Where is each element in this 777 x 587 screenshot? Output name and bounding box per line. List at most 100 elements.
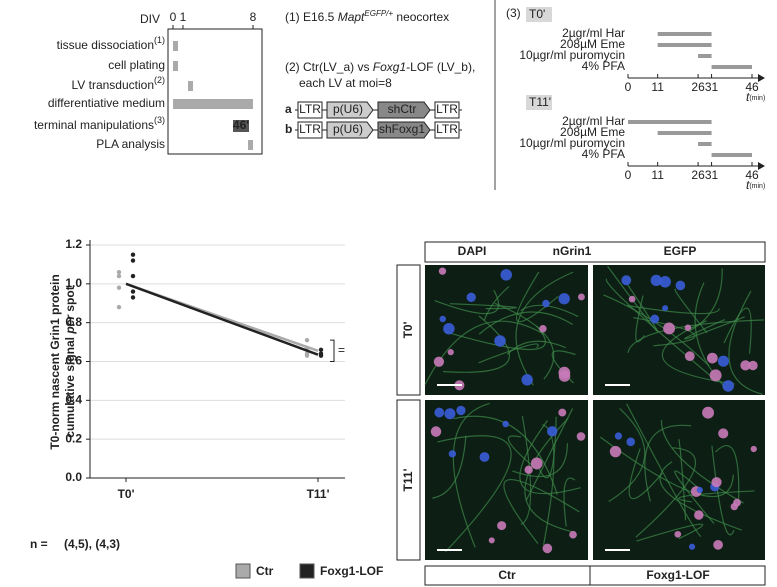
channel-label: nGrin1 bbox=[553, 244, 592, 258]
cell bbox=[456, 405, 466, 416]
y-label-line: spot bbox=[63, 286, 77, 315]
timeline-bar bbox=[698, 142, 712, 146]
legend-label: Foxg1-LOF bbox=[320, 564, 383, 578]
cell bbox=[709, 369, 722, 382]
note: (2) Ctr(LV_a) vs Foxg1-LOF (LV_b), bbox=[285, 60, 475, 74]
cell bbox=[609, 445, 622, 458]
cell bbox=[494, 335, 506, 347]
timeline-name: T0' bbox=[529, 7, 545, 21]
row-label: 10µgr/ml puromycin bbox=[519, 48, 625, 62]
cell bbox=[558, 408, 567, 417]
timeline-tag-bg bbox=[526, 95, 552, 110]
cell bbox=[621, 275, 632, 286]
neurite bbox=[515, 271, 559, 323]
n-label: n = bbox=[30, 537, 48, 551]
data-point bbox=[116, 269, 122, 275]
cell bbox=[542, 299, 550, 308]
row-text: differentiative medium bbox=[48, 96, 165, 110]
column-label: Ctr bbox=[498, 568, 516, 582]
note-text: (1) E16.5 bbox=[285, 10, 338, 24]
timeline-bar bbox=[657, 32, 712, 36]
channel-label: DAPI bbox=[458, 244, 487, 258]
legend-label: Ctr bbox=[256, 564, 274, 578]
note: each LV at moi=8 bbox=[299, 76, 392, 90]
panel-label: (3) bbox=[506, 6, 521, 20]
construct-label: shCtr bbox=[388, 102, 417, 116]
row-label: 4% PFA bbox=[582, 147, 625, 161]
bracket bbox=[330, 339, 335, 362]
x-tick-label: 0 bbox=[625, 80, 632, 94]
cell bbox=[717, 355, 729, 367]
construct-element bbox=[297, 121, 323, 139]
row-label: T0' bbox=[401, 321, 415, 338]
timeline-name: T11' bbox=[529, 95, 551, 109]
cell bbox=[576, 432, 586, 441]
cell bbox=[684, 324, 692, 331]
neurite bbox=[661, 320, 735, 385]
neurite bbox=[515, 271, 574, 386]
x-tick-label: T0' bbox=[118, 487, 135, 501]
y-tick-label: 0.0 bbox=[65, 470, 82, 484]
note-text: -LOF (LV_b), bbox=[406, 60, 475, 74]
y-label-line: T0-norm nascent Grin1 protein bbox=[48, 274, 62, 449]
neurite bbox=[494, 302, 555, 380]
cell bbox=[447, 349, 454, 356]
column-label: Foxg1-LOF bbox=[646, 568, 709, 582]
cell bbox=[722, 380, 734, 392]
n-values: (4,5), (4,3) bbox=[64, 537, 120, 551]
neurite bbox=[443, 315, 511, 373]
data-point bbox=[304, 353, 310, 358]
row-label: 208µM Eme bbox=[560, 125, 625, 139]
timeline-bar bbox=[657, 131, 712, 135]
row-label-box bbox=[396, 264, 421, 396]
note: (1) E16.5 MaptEGFP/+ neocortex bbox=[285, 9, 449, 25]
cell bbox=[569, 530, 577, 539]
neurite bbox=[444, 325, 546, 351]
cell bbox=[497, 521, 507, 531]
axis-unit: t(min) bbox=[746, 90, 765, 104]
legend-swatch bbox=[235, 563, 251, 579]
construct-id: a bbox=[285, 102, 292, 116]
x-tick-label: 0 bbox=[625, 168, 632, 182]
construct-label: LTR bbox=[299, 102, 321, 116]
annotation: = bbox=[338, 343, 345, 357]
neurite bbox=[689, 268, 723, 332]
neurite bbox=[644, 424, 692, 502]
cell bbox=[443, 322, 455, 335]
cell bbox=[688, 543, 696, 550]
cell bbox=[650, 274, 662, 286]
cell bbox=[750, 445, 757, 453]
neurite bbox=[678, 490, 755, 503]
y-label-line: cumulative signal bbox=[63, 334, 77, 438]
neurite bbox=[628, 448, 663, 500]
cell bbox=[713, 539, 723, 550]
x-tick-label: 8 bbox=[250, 10, 257, 24]
neurite bbox=[478, 343, 539, 364]
timeline-bar bbox=[628, 120, 712, 124]
cell bbox=[438, 267, 447, 275]
cell bbox=[521, 374, 533, 386]
x-tick-label: 0 bbox=[170, 10, 177, 24]
row-label: PLA analysis bbox=[96, 137, 165, 151]
axis-arrow bbox=[758, 74, 765, 82]
row-label: cell plating bbox=[108, 58, 165, 72]
cell bbox=[659, 276, 671, 288]
cell bbox=[434, 407, 445, 418]
data-point bbox=[130, 273, 136, 279]
unit: t bbox=[746, 178, 750, 192]
cell bbox=[448, 450, 457, 458]
row-label: 4% PFA bbox=[582, 59, 625, 73]
x-tick-label: 1 bbox=[180, 10, 187, 24]
axis-label: DIV bbox=[140, 12, 160, 26]
row-label: 10µgr/ml puromycin bbox=[519, 136, 625, 150]
cell bbox=[439, 315, 446, 323]
cell bbox=[542, 543, 553, 554]
cell bbox=[711, 477, 722, 488]
y-axis-label: T0-norm nascent Grin1 proteincumulative … bbox=[48, 274, 77, 449]
superscript: (2) bbox=[154, 75, 165, 85]
y-tick-label: 0.2 bbox=[65, 431, 82, 445]
cell bbox=[694, 510, 704, 520]
cell bbox=[430, 426, 442, 437]
cell bbox=[539, 325, 547, 333]
